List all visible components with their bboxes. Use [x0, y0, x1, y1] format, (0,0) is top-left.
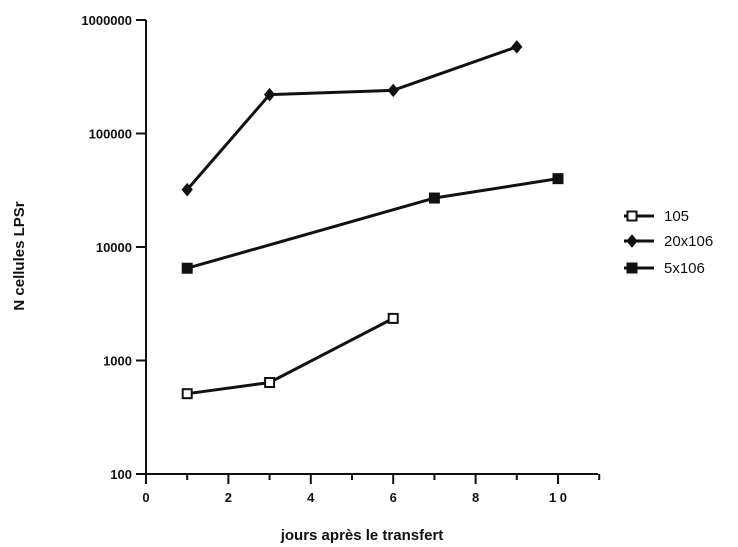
- data-point: [511, 40, 523, 54]
- y-ticks: 100 1000 10000 100000 1000000: [81, 13, 146, 482]
- legend: 105 20x106 5x106: [624, 208, 713, 277]
- legend-marker: [626, 262, 638, 274]
- data-point: [181, 388, 193, 400]
- data-point: [264, 376, 276, 388]
- series-3: [181, 173, 564, 274]
- x-tick-label: 2: [225, 490, 232, 505]
- series-2: [181, 40, 523, 197]
- series-1: [181, 312, 399, 400]
- x-axis-title: jours après le transfert: [280, 527, 444, 544]
- data-point: [387, 312, 399, 324]
- y-axis-title: N cellules LPSr: [11, 201, 28, 310]
- data-point: [263, 87, 276, 102]
- data-point: [387, 83, 399, 98]
- x-tick-label: 0: [142, 490, 149, 505]
- legend-item: 105: [624, 208, 689, 225]
- legend-marker: [626, 210, 638, 222]
- chart-axes: [145, 20, 598, 475]
- series-line: [186, 45, 518, 191]
- y-tick-label: 1000000: [81, 13, 132, 28]
- series-group: [181, 40, 564, 400]
- y-tick-label: 100000: [89, 127, 132, 142]
- legend-item: 5x106: [624, 260, 705, 277]
- x-ticks: 0 2 4 6 8 1 0: [142, 474, 601, 505]
- legend-label: 105: [664, 208, 689, 225]
- x-tick-label: 8: [472, 490, 479, 505]
- legend-marker: [626, 234, 638, 248]
- y-tick-label: 100: [110, 467, 132, 482]
- y-tick-label: 1000: [103, 354, 132, 369]
- series-line: [186, 317, 394, 396]
- x-tick-label: 4: [307, 490, 315, 505]
- x-tick-label: 6: [390, 490, 397, 505]
- y-tick-label: 10000: [96, 240, 132, 255]
- data-point: [428, 192, 440, 204]
- legend-label: 20x106: [664, 233, 713, 250]
- data-point: [181, 182, 193, 197]
- x-tick-label: 1 0: [549, 490, 567, 505]
- legend-label: 5x106: [664, 260, 705, 277]
- data-point: [552, 173, 564, 185]
- series-line: [186, 177, 559, 270]
- legend-item: 20x106: [624, 233, 713, 250]
- data-point: [181, 262, 193, 274]
